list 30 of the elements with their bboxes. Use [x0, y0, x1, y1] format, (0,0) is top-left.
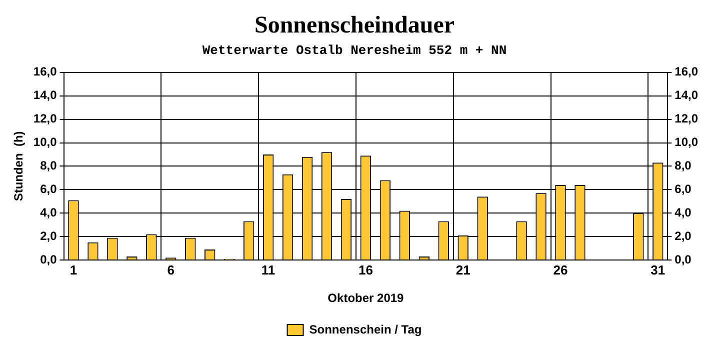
- y-tick-label: 0,0: [40, 252, 58, 266]
- legend-label: Sonnenschein / Tag: [309, 322, 422, 336]
- y-axis-title: Stunden (h): [12, 131, 26, 202]
- y2-tick-label: 10,0: [674, 135, 698, 150]
- x-tick-label: 11: [261, 262, 276, 278]
- y2-tick-label: 12,0: [674, 112, 698, 126]
- x-tick-label: 6: [167, 262, 175, 278]
- y2-tick-label: 14,0: [674, 88, 698, 102]
- y-tick-label: 6,0: [40, 182, 58, 196]
- chart-subtitle: Wetterwarte Ostalb Neresheim 552 m + NN: [202, 42, 507, 58]
- y-tick-label: 2,0: [40, 228, 58, 243]
- y2-tick-label: 6,0: [674, 182, 692, 196]
- x-tick-label: 16: [358, 262, 373, 278]
- y2-tick-label: 16,0: [674, 64, 698, 79]
- y-tick-label: 14,0: [33, 88, 58, 102]
- x-tick-label: 21: [456, 262, 470, 278]
- x-tick-label: 26: [553, 262, 568, 278]
- y-tick-label: 12,0: [33, 112, 58, 126]
- x-axis-title: Oktober 2019: [328, 291, 404, 306]
- x-tick-label: 31: [650, 262, 666, 278]
- y-tick-label: 10,0: [33, 135, 58, 150]
- y2-tick-label: 2,0: [674, 228, 692, 243]
- y2-tick-label: 0,0: [674, 252, 692, 266]
- y-tick-label: 16,0: [33, 64, 58, 79]
- y2-tick-label: 8,0: [674, 158, 692, 173]
- chart-title: Sonnenscheindauer: [254, 12, 455, 39]
- y-tick-label: 4,0: [40, 205, 58, 220]
- y-tick-label: 8,0: [40, 158, 58, 173]
- y2-tick-label: 4,0: [674, 205, 692, 220]
- x-tick-label: 1: [70, 262, 78, 278]
